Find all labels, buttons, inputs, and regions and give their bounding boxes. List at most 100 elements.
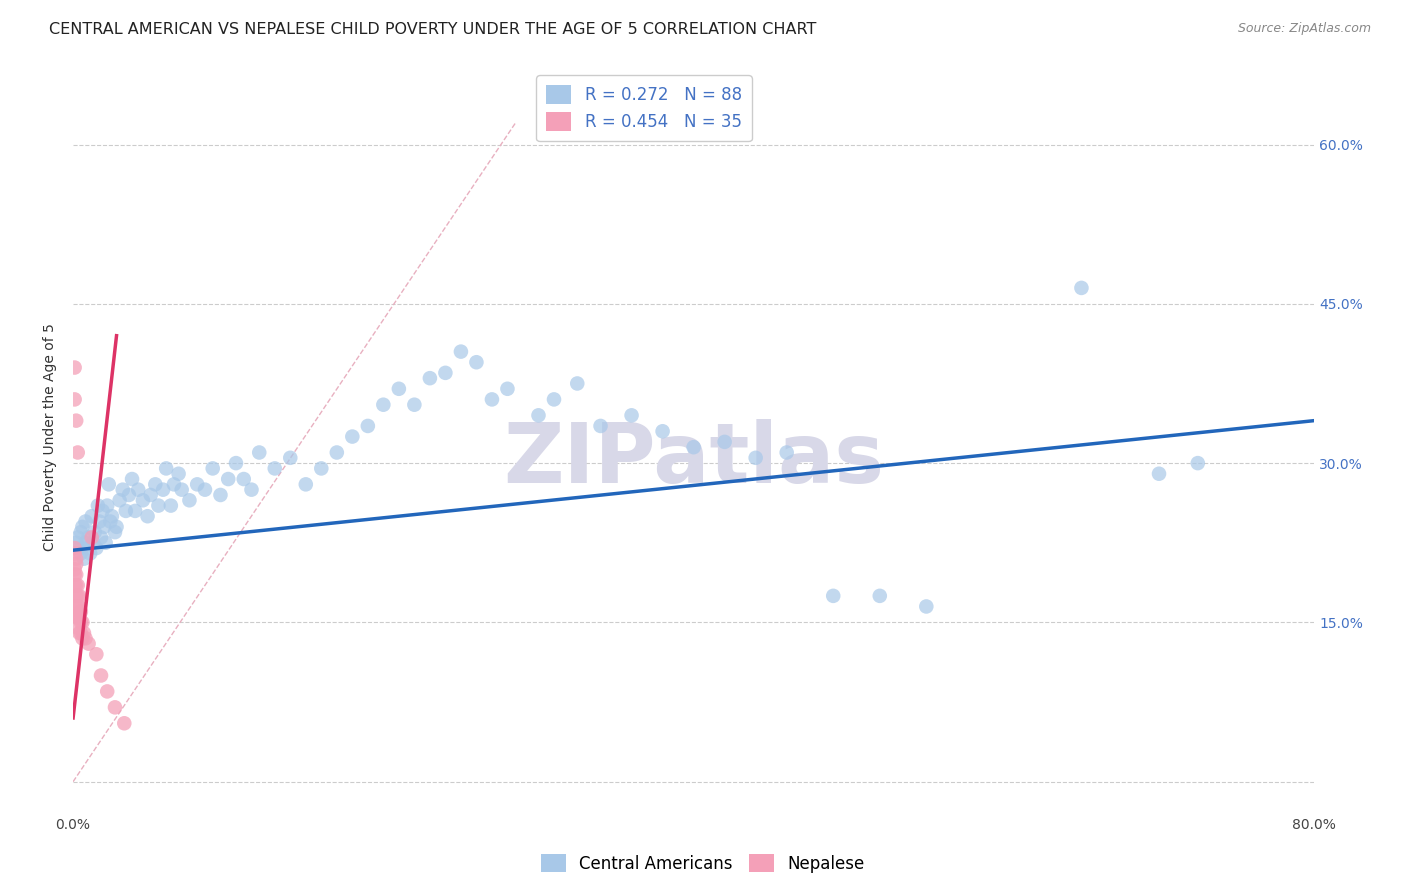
Point — [75, 632, 97, 646]
Point — [114, 504, 136, 518]
Point — [91, 504, 114, 518]
Point — [97, 477, 120, 491]
Point — [63, 567, 86, 582]
Point — [179, 493, 201, 508]
Point — [65, 567, 87, 582]
Point — [96, 499, 118, 513]
Point — [776, 445, 799, 459]
Point — [105, 520, 128, 534]
Point — [93, 520, 115, 534]
Point — [67, 626, 90, 640]
Point — [163, 477, 186, 491]
Point — [63, 360, 86, 375]
Point — [80, 509, 103, 524]
Point — [65, 578, 87, 592]
Point — [63, 392, 86, 407]
Point — [80, 531, 103, 545]
Point — [67, 599, 90, 614]
Point — [67, 610, 90, 624]
Point — [217, 472, 239, 486]
Point — [73, 551, 96, 566]
Point — [294, 477, 316, 491]
Point — [232, 472, 254, 486]
Point — [104, 700, 127, 714]
Point — [194, 483, 217, 497]
Point — [67, 541, 90, 555]
Point — [139, 488, 162, 502]
Point — [527, 409, 550, 423]
Point — [869, 589, 891, 603]
Point — [87, 499, 110, 513]
Text: CENTRAL AMERICAN VS NEPALESE CHILD POVERTY UNDER THE AGE OF 5 CORRELATION CHART: CENTRAL AMERICAN VS NEPALESE CHILD POVER… — [49, 22, 817, 37]
Point — [152, 483, 174, 497]
Point — [496, 382, 519, 396]
Point — [311, 461, 333, 475]
Point — [101, 509, 124, 524]
Point — [66, 578, 89, 592]
Point — [744, 450, 766, 465]
Point — [70, 626, 93, 640]
Point — [543, 392, 565, 407]
Text: Source: ZipAtlas.com: Source: ZipAtlas.com — [1237, 22, 1371, 36]
Point — [136, 509, 159, 524]
Point — [65, 551, 87, 566]
Point — [434, 366, 457, 380]
Point — [66, 610, 89, 624]
Point — [186, 477, 208, 491]
Point — [65, 610, 87, 624]
Point — [86, 541, 108, 555]
Point — [70, 615, 93, 630]
Point — [118, 488, 141, 502]
Point — [450, 344, 472, 359]
Point — [1147, 467, 1170, 481]
Point — [567, 376, 589, 391]
Point — [170, 483, 193, 497]
Point — [1187, 456, 1209, 470]
Point — [225, 456, 247, 470]
Point — [65, 599, 87, 614]
Point — [72, 520, 94, 534]
Point — [72, 632, 94, 646]
Point — [620, 409, 643, 423]
Point — [108, 493, 131, 508]
Point — [915, 599, 938, 614]
Point — [342, 429, 364, 443]
Point — [76, 541, 98, 555]
Point — [388, 382, 411, 396]
Point — [159, 499, 181, 513]
Point — [111, 483, 134, 497]
Point — [155, 461, 177, 475]
Point — [419, 371, 441, 385]
Point — [357, 419, 380, 434]
Legend: R = 0.272   N = 88, R = 0.454   N = 35: R = 0.272 N = 88, R = 0.454 N = 35 — [536, 76, 752, 141]
Point — [83, 525, 105, 540]
Point — [63, 546, 86, 560]
Point — [651, 424, 673, 438]
Point — [148, 499, 170, 513]
Point — [75, 535, 97, 549]
Point — [278, 450, 301, 465]
Point — [66, 589, 89, 603]
Point — [96, 684, 118, 698]
Point — [65, 414, 87, 428]
Point — [247, 445, 270, 459]
Point — [86, 647, 108, 661]
Point — [124, 504, 146, 518]
Point — [240, 483, 263, 497]
Point — [98, 515, 121, 529]
Point — [90, 668, 112, 682]
Point — [589, 419, 612, 434]
Point — [70, 605, 93, 619]
Point — [121, 472, 143, 486]
Point — [94, 535, 117, 549]
Point — [70, 546, 93, 560]
Y-axis label: Child Poverty Under the Age of 5: Child Poverty Under the Age of 5 — [44, 323, 58, 550]
Point — [104, 525, 127, 540]
Point — [73, 626, 96, 640]
Point — [67, 589, 90, 603]
Point — [127, 483, 149, 497]
Point — [65, 535, 87, 549]
Point — [112, 716, 135, 731]
Legend: Central Americans, Nepalese: Central Americans, Nepalese — [534, 847, 872, 880]
Point — [75, 515, 97, 529]
